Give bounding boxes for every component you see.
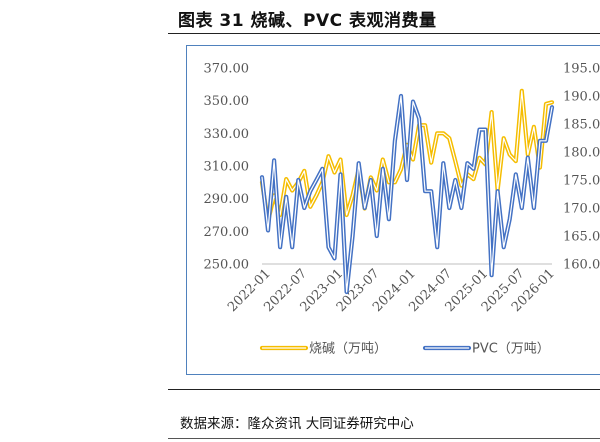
y-left-tick-label: 350.00	[204, 94, 250, 109]
caustic-soda-legend-label: 烧碱（万吨）	[309, 342, 387, 357]
chart-bottom-rule	[168, 389, 600, 390]
pvc-legend-label: PVC（万吨）	[472, 342, 550, 357]
y-right-tick-label: 190.00	[563, 90, 600, 105]
y-right-tick-label: 160.00	[563, 258, 600, 273]
pvc-series-line	[259, 93, 555, 295]
y-right-tick-label: 195.00	[563, 62, 600, 77]
y-right-tick-label: 185.00	[563, 118, 600, 133]
line-chart: 250.00 270.00 290.00 310.00 330.00 350.00 370.…	[204, 62, 600, 357]
y-left-tick-label: 330.00	[204, 127, 250, 142]
y-left-tick-label: 270.00	[204, 225, 250, 240]
y-left-tick-label: 250.00	[204, 258, 250, 273]
caustic-soda-series-line-core	[261, 90, 553, 223]
y-left-tick-label: 370.00	[204, 62, 250, 77]
y-right-tick-label: 170.00	[563, 202, 600, 217]
title-rule	[168, 33, 600, 34]
page-bottom-rule	[168, 438, 600, 439]
y-left-tick-label: 290.00	[204, 192, 250, 207]
y-right-tick-label: 175.00	[563, 174, 600, 189]
y-right-tick-label: 180.00	[563, 146, 600, 161]
y-right-tick-label: 165.00	[563, 230, 600, 245]
pvc-series-line-core	[261, 95, 553, 293]
chart-frame: 250.00 270.00 290.00 310.00 330.00 350.00 370.…	[186, 45, 600, 375]
y-left-tick-label: 310.00	[204, 160, 250, 175]
figure-title: 图表 31 烧碱、PVC 表观消费量	[178, 11, 437, 31]
data-source-note: 数据来源：隆众资讯 大同证券研究中心	[180, 416, 414, 432]
